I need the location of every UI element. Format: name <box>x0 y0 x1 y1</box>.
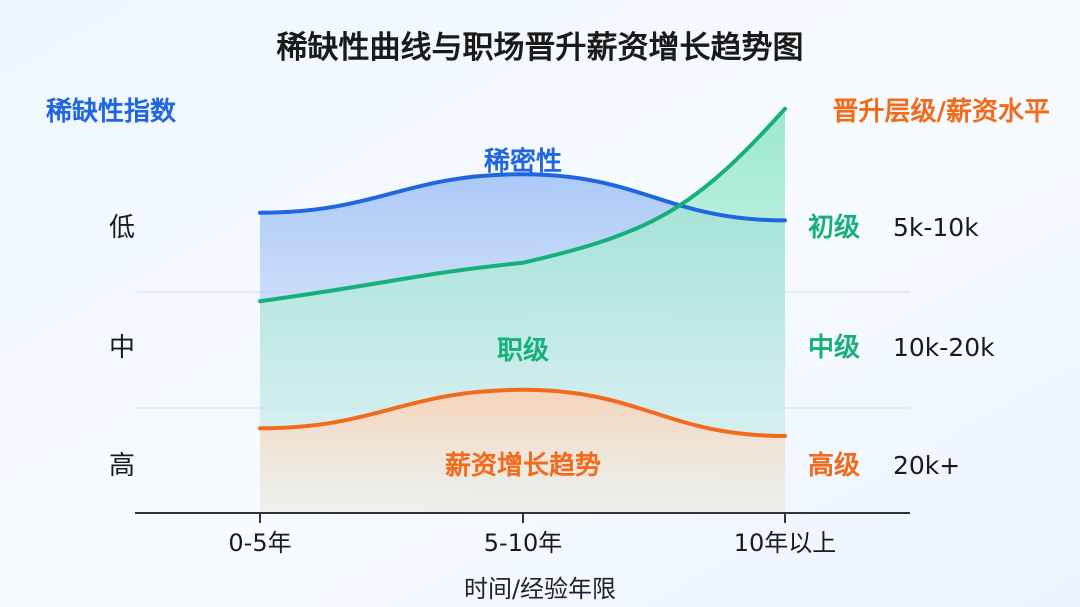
x-tick-label: 0-5年 <box>228 529 291 557</box>
line-salary <box>258 387 787 438</box>
area-salary <box>260 389 785 513</box>
left-tick-mid: 中 <box>109 333 135 363</box>
x-tick-label: 10年以上 <box>734 529 837 557</box>
series-lines <box>258 106 787 438</box>
line-level <box>258 106 787 304</box>
series-label-level: 职级 <box>497 335 549 366</box>
right-salary-2: 10k-20k <box>893 333 995 362</box>
left-tick-high: 高 <box>109 451 135 481</box>
chart-title: 稀缺性曲线与职场晋升薪资增长趋势图 <box>277 30 804 66</box>
right-level-junior: 初级 <box>808 212 860 243</box>
series-label-scarcity: 稀密性 <box>484 146 562 177</box>
left-tick-low: 低 <box>109 213 135 243</box>
x-tick-label: 5-10年 <box>484 529 562 557</box>
right-level-senior: 高级 <box>808 450 860 481</box>
x-axis-label: 时间/经验年限 <box>464 575 616 603</box>
x-ticks: 0-5年 5-10年 10年以上 <box>228 513 836 557</box>
series-label-salary: 薪资增长趋势 <box>445 450 601 481</box>
area-fills <box>260 108 785 513</box>
right-axis-title: 晋升层级/薪资水平 <box>833 96 1051 127</box>
right-salary-1: 5k-10k <box>893 213 979 242</box>
right-level-mid: 中级 <box>808 332 860 363</box>
right-salary-3: 20k+ <box>893 451 960 480</box>
line-scarcity <box>258 172 787 223</box>
left-axis-title: 稀缺性指数 <box>46 97 177 127</box>
